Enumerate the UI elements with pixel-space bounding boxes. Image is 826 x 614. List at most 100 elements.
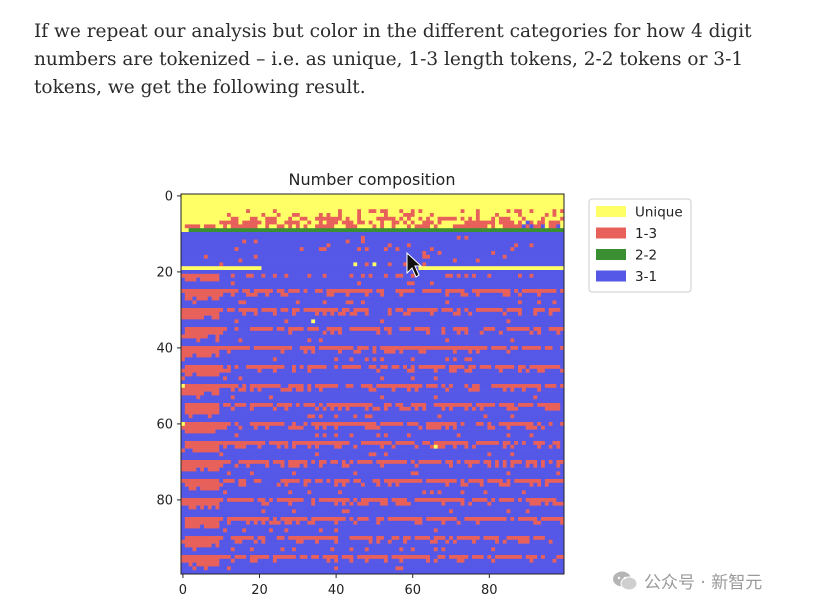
heatmap-cell <box>422 479 427 484</box>
heatmap-cell <box>338 357 350 362</box>
heatmap-cell <box>341 349 354 354</box>
heatmap-cell <box>246 300 297 305</box>
heatmap-cell <box>364 292 369 297</box>
heatmap-cell <box>303 289 308 294</box>
heatmap-cell <box>361 482 366 487</box>
heatmap-cell <box>491 346 507 351</box>
heatmap-cell <box>426 406 442 411</box>
heatmap-cell <box>361 209 369 214</box>
heatmap-cell <box>219 486 565 491</box>
heatmap-cell <box>184 448 193 453</box>
heatmap-cell <box>487 490 523 495</box>
heatmap-cell <box>307 327 320 332</box>
heatmap-cell <box>315 444 320 449</box>
heatmap-cell <box>353 308 369 313</box>
heatmap-cell <box>437 444 446 449</box>
heatmap-cell <box>560 365 565 370</box>
heatmap-cell <box>380 501 389 506</box>
heatmap-cell <box>414 213 431 218</box>
heatmap-cell <box>196 486 201 491</box>
heatmap-cell <box>361 239 366 244</box>
heatmap-cell <box>433 281 565 286</box>
heatmap-cell <box>422 251 427 256</box>
heatmap-cell <box>334 501 339 506</box>
heatmap-cell <box>422 441 431 446</box>
heatmap-cell <box>181 228 189 233</box>
heatmap-cell <box>426 422 458 427</box>
heatmap-cell <box>345 224 358 229</box>
heatmap-cell <box>322 330 327 335</box>
heatmap-cell <box>472 555 484 560</box>
heatmap-cell <box>391 330 427 335</box>
heatmap-cell <box>234 308 239 313</box>
heatmap-cell <box>181 501 220 506</box>
heatmap-cell <box>541 330 557 335</box>
heatmap-cell <box>433 441 469 446</box>
heatmap-cell <box>269 395 274 400</box>
heatmap-cell <box>391 444 396 449</box>
heatmap-cell <box>242 289 251 294</box>
heatmap-cell <box>452 258 458 263</box>
heatmap-cell <box>460 308 465 313</box>
heatmap-cell <box>464 498 473 503</box>
heatmap-cell <box>307 384 312 389</box>
heatmap-cell <box>334 292 346 297</box>
heatmap-cell <box>338 308 343 313</box>
heatmap-cell <box>330 479 335 484</box>
heatmap-cell <box>383 247 389 252</box>
heatmap-cell <box>510 425 526 430</box>
heatmap-cell <box>433 368 438 373</box>
heatmap-cell <box>349 509 450 514</box>
heatmap-cell <box>181 486 189 491</box>
heatmap-cell <box>418 365 446 370</box>
heatmap-cell <box>257 292 266 297</box>
heatmap-cell <box>211 505 216 510</box>
heatmap-cell <box>284 536 289 541</box>
heatmap-cell <box>184 444 220 449</box>
heatmap-cell <box>203 254 209 259</box>
heatmap-cell <box>498 460 504 465</box>
legend-label: Unique <box>635 205 683 221</box>
heatmap-cell <box>242 528 247 533</box>
heatmap-cell <box>372 357 377 362</box>
heatmap-cell <box>253 289 274 294</box>
heatmap-cell <box>464 365 469 370</box>
heatmap-cell <box>452 460 458 465</box>
heatmap-cell <box>437 216 458 221</box>
heatmap-cell <box>521 213 546 218</box>
heatmap-cell <box>238 433 316 438</box>
heatmap-cell <box>196 353 212 358</box>
heatmap-cell <box>410 547 415 552</box>
heatmap-cell <box>368 558 385 563</box>
heatmap-cell <box>196 547 232 552</box>
heatmap-cell <box>203 467 209 472</box>
heatmap-cell <box>460 216 465 221</box>
heatmap-cell <box>491 216 496 221</box>
heatmap-cell <box>429 311 435 316</box>
heatmap-cell <box>238 216 251 221</box>
heatmap-cell <box>265 213 278 218</box>
heatmap-cell <box>181 479 220 484</box>
heatmap-cell <box>441 251 492 256</box>
heatmap-cell <box>181 547 193 552</box>
heatmap-cell <box>249 558 258 563</box>
heatmap-cell <box>368 406 373 411</box>
heatmap-cell <box>414 224 431 229</box>
heatmap-cell <box>238 327 251 332</box>
heatmap-cell <box>326 403 373 408</box>
heatmap-cell <box>234 395 270 400</box>
heatmap-cell <box>219 543 565 548</box>
heatmap-cell <box>230 547 235 552</box>
heatmap-cell <box>230 224 258 229</box>
heatmap-cell <box>498 441 504 446</box>
watermark-text: 公众号 · 新智元 <box>644 573 763 593</box>
heatmap-cell <box>391 220 400 225</box>
heatmap-cell <box>330 243 389 248</box>
heatmap-cell <box>479 520 534 525</box>
heatmap-cell <box>234 387 239 392</box>
heatmap-cell <box>464 216 469 221</box>
heatmap-cell <box>357 520 377 525</box>
heatmap-cell <box>184 543 212 548</box>
heatmap-cell <box>556 224 561 229</box>
heatmap-cell <box>353 349 362 354</box>
